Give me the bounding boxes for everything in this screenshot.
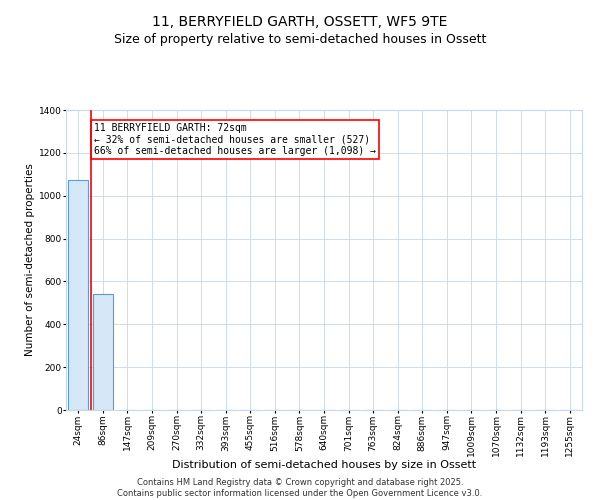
Text: Contains HM Land Registry data © Crown copyright and database right 2025.
Contai: Contains HM Land Registry data © Crown c…	[118, 478, 482, 498]
Bar	[68, 180, 88, 410]
Bar	[93, 294, 113, 410]
X-axis label: Distribution of semi-detached houses by size in Ossett: Distribution of semi-detached houses by …	[172, 460, 476, 470]
Text: 11, BERRYFIELD GARTH, OSSETT, WF5 9TE: 11, BERRYFIELD GARTH, OSSETT, WF5 9TE	[152, 15, 448, 29]
Y-axis label: Number of semi-detached properties: Number of semi-detached properties	[25, 164, 35, 356]
Text: Size of property relative to semi-detached houses in Ossett: Size of property relative to semi-detach…	[114, 32, 486, 46]
Text: 11 BERRYFIELD GARTH: 72sqm
← 32% of semi-detached houses are smaller (527)
66% o: 11 BERRYFIELD GARTH: 72sqm ← 32% of semi…	[94, 123, 376, 156]
